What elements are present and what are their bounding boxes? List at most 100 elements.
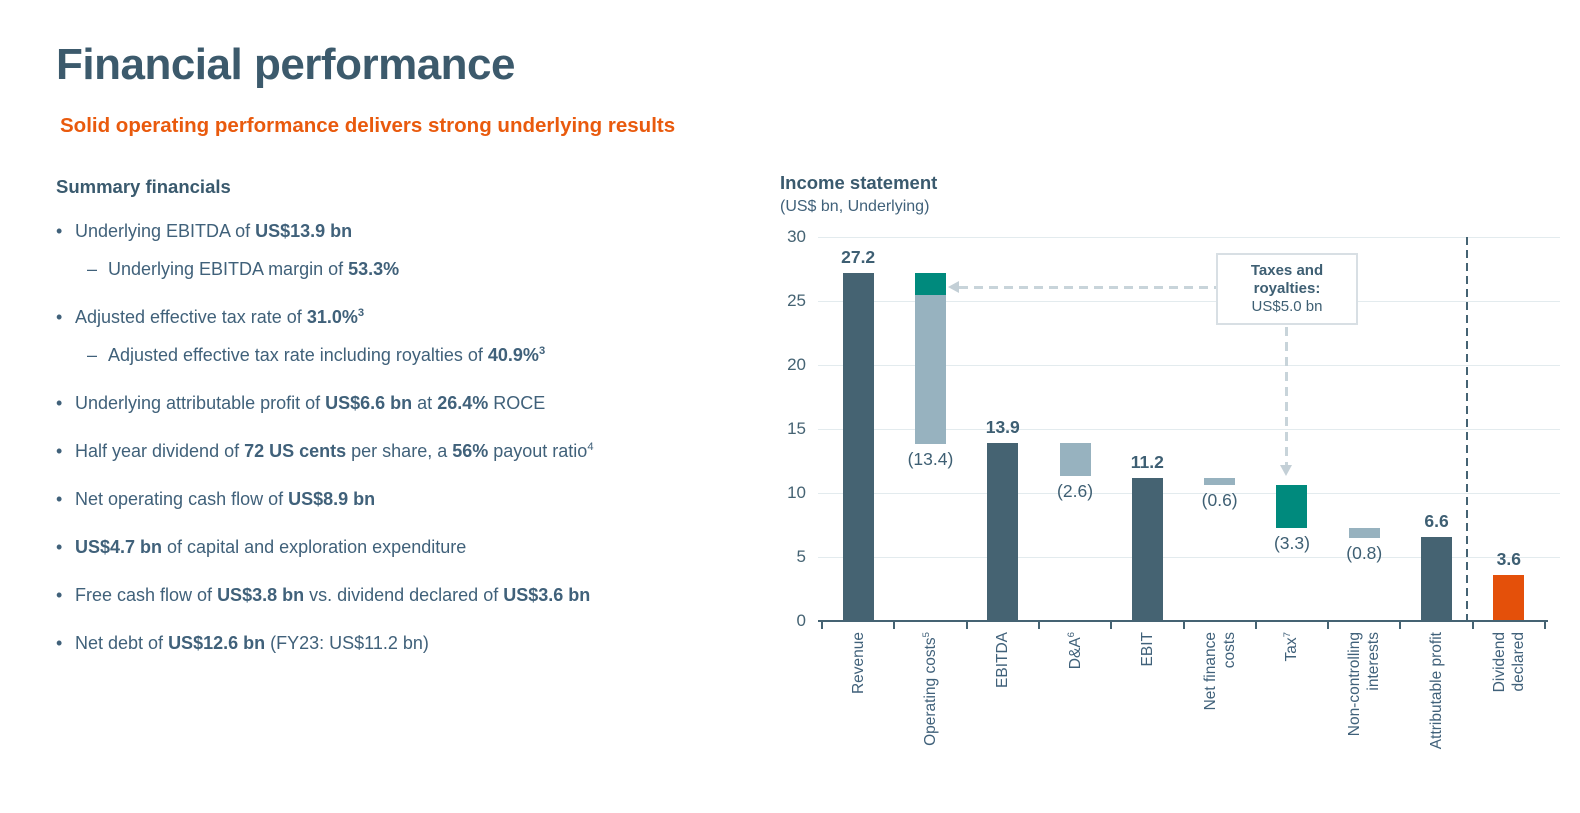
value-label: (0.8) [1346, 542, 1383, 563]
summary-financials-panel: Summary financials • Underlying EBITDA of… [56, 176, 746, 656]
dot-bullet-icon: • [56, 221, 63, 241]
dashed-arrow-left-line [959, 286, 1216, 289]
dot-bullet-icon: • [56, 489, 63, 509]
y-axis-tick-label: 5 [796, 547, 806, 566]
x-axis-category-label: Net finance costs [1201, 632, 1238, 711]
bullet-item: • Adjusted effective tax rate of 31.0%3 [56, 304, 746, 330]
callout-label-line2: royalties: [1253, 280, 1321, 297]
bullet-item: – Underlying EBITDA margin of 53.3% [87, 256, 746, 282]
bullet-text: Underlying EBITDA margin of 53.3% [108, 259, 400, 279]
arrow-down-icon [1280, 465, 1292, 476]
axis-tick [965, 622, 968, 629]
footnote-superscript: 7 [1282, 632, 1294, 638]
bullet-text: Adjusted effective tax rate including ro… [108, 345, 546, 365]
y-axis-tick-label: 20 [787, 355, 806, 374]
axis-tick [1037, 622, 1040, 629]
bar-attributable-profit [1421, 536, 1453, 621]
bar-operating-costs [914, 272, 946, 445]
y-axis-tick-label: 10 [787, 483, 806, 502]
bullet-item: • Net debt of US$12.6 bn (FY23: US$11.2 b… [56, 630, 746, 656]
dividend-separator-line [1466, 237, 1468, 621]
bullet-item: – Adjusted effective tax rate including r… [87, 342, 746, 368]
axis-tick [1471, 622, 1474, 629]
gridline [818, 300, 1560, 302]
bar-ebit [1131, 477, 1163, 621]
x-axis [818, 620, 1548, 622]
arrow-left-icon [948, 281, 959, 293]
axis-tick [1110, 622, 1113, 629]
bullet-item: • Underlying EBITDA of US$13.9 bn [56, 218, 746, 244]
bar-tax [1276, 485, 1308, 528]
bar-non-controlling-interests [1348, 527, 1380, 538]
value-label: 13.9 [985, 417, 1020, 438]
dot-bullet-icon: • [56, 441, 63, 461]
dot-bullet-icon: • [56, 393, 63, 413]
axis-tick [1254, 622, 1257, 629]
x-axis-category-label: EBITDA [994, 632, 1012, 688]
value-label: 3.6 [1496, 548, 1522, 569]
bar-dividend-declared [1493, 574, 1525, 621]
dashed-arrow-down-line [1285, 327, 1288, 465]
bar-revenue [842, 272, 874, 621]
dot-bullet-icon: • [56, 307, 63, 327]
gridline [818, 556, 1560, 558]
value-label: 6.6 [1424, 510, 1449, 531]
callout-label-line1: Taxes and [1250, 262, 1324, 279]
bullet-item: • Net operating cash flow of US$8.9 bn [56, 486, 746, 512]
callout-value: US$5.0 bn [1251, 298, 1323, 315]
dot-bullet-icon: • [56, 537, 63, 557]
x-axis-category-label: Tax7 [1282, 632, 1301, 662]
dash-bullet-icon: – [87, 259, 98, 279]
x-axis-category-label: Dividend declared [1490, 632, 1527, 693]
bullet-text: Underlying EBITDA of US$13.9 bn [75, 221, 353, 241]
chart-title: Income statement [780, 172, 938, 193]
x-axis-category-label: D&A6 [1065, 632, 1084, 670]
dot-bullet-icon: • [56, 585, 63, 605]
value-label: (2.6) [1057, 481, 1094, 502]
y-axis-tick-label: 25 [787, 291, 806, 310]
bullet-text: Net operating cash flow of US$8.9 bn [75, 489, 376, 509]
taxes-royalties-callout: Taxes and royalties: US$5.0 bn [1216, 253, 1358, 325]
y-axis-tick-label: 0 [796, 611, 806, 630]
summary-heading: Summary financials [56, 176, 231, 197]
axis-tick [1399, 622, 1402, 629]
bullet-text: Underlying attributable profit of US$6.6… [75, 393, 546, 413]
bar-net-finance-costs [1204, 477, 1236, 486]
x-axis-category-label: Attributable profit [1428, 632, 1446, 750]
bullet-text: Half year dividend of 72 US cents per sh… [75, 441, 594, 461]
x-axis-category-label: Revenue [849, 632, 867, 695]
y-axis-tick-label: 30 [787, 227, 806, 246]
page-title: Financial performance [56, 40, 515, 89]
bullet-text: Free cash flow of US$3.8 bn vs. dividend… [75, 585, 591, 605]
bar-segment-royalties [914, 272, 946, 295]
bar-d-a [1059, 443, 1091, 477]
gridline [818, 428, 1560, 430]
value-label: (3.3) [1273, 532, 1310, 553]
bullet-text: US$4.7 bn of capital and exploration exp… [75, 537, 467, 557]
dot-bullet-icon: • [56, 633, 63, 653]
summary-bullet-list: • Underlying EBITDA of US$13.9 bn – Underly… [56, 218, 746, 656]
axis-tick [1327, 622, 1330, 629]
page-subtitle: Solid operating performance delivers str… [60, 114, 676, 137]
axis-tick [1544, 622, 1546, 629]
bullet-item: • Free cash flow of US$3.8 bn vs. dividen… [56, 582, 746, 608]
bullet-text: Net debt of US$12.6 bn (FY23: US$11.2 bn… [75, 633, 429, 653]
chart-subtitle: (US$ bn, Underlying) [780, 198, 930, 215]
bullet-item: • US$4.7 bn of capital and exploration ex… [56, 534, 746, 560]
axis-tick [1182, 622, 1185, 629]
footnote-superscript: 6 [1065, 632, 1077, 638]
bullet-item: • Underlying attributable profit of US$6.… [56, 390, 746, 416]
axis-tick [821, 622, 823, 629]
axis-tick [893, 622, 896, 629]
bar-ebitda [987, 443, 1019, 621]
value-label: 11.2 [1130, 451, 1164, 472]
gridline [818, 492, 1560, 494]
bullet-text: Adjusted effective tax rate of 31.0%3 [75, 307, 365, 327]
value-label: 27.2 [841, 246, 876, 267]
value-label: (0.6) [1201, 490, 1238, 511]
y-axis-tick-label: 15 [787, 419, 806, 438]
gridline [818, 236, 1560, 238]
dash-bullet-icon: – [87, 345, 98, 365]
bullet-item: • Half year dividend of 72 US cents per s… [56, 438, 746, 464]
